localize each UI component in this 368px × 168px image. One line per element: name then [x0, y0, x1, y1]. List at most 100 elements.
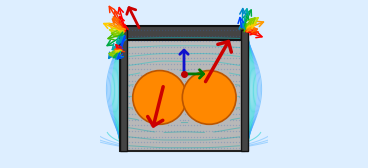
Point — [141, 29, 146, 32]
Point — [209, 62, 215, 65]
Point — [138, 46, 144, 48]
Point — [132, 34, 138, 37]
Point — [213, 51, 219, 54]
Point — [146, 62, 152, 65]
Point — [164, 57, 170, 60]
Point — [125, 102, 131, 104]
Point — [219, 51, 224, 54]
Point — [135, 57, 141, 60]
Point — [144, 46, 149, 48]
Point — [135, 141, 141, 144]
Point — [237, 29, 243, 32]
Point — [132, 46, 138, 48]
Point — [222, 135, 227, 138]
Point — [222, 124, 227, 127]
Point — [174, 40, 180, 43]
Point — [213, 57, 219, 60]
Point — [185, 29, 191, 32]
Point — [234, 57, 240, 60]
Point — [198, 135, 204, 138]
Point — [206, 46, 212, 48]
Point — [125, 34, 131, 37]
Point — [198, 141, 204, 144]
Point — [201, 51, 206, 54]
Point — [230, 34, 236, 37]
Point — [167, 146, 173, 149]
Point — [183, 130, 188, 132]
Point — [170, 68, 176, 71]
Point — [159, 51, 164, 54]
Point — [201, 141, 206, 144]
Point — [216, 57, 222, 60]
Point — [188, 141, 194, 144]
Point — [125, 107, 131, 110]
Point — [141, 51, 146, 54]
Point — [206, 34, 212, 37]
Point — [195, 124, 201, 127]
Point — [198, 62, 204, 65]
Point — [185, 40, 191, 43]
Point — [180, 130, 185, 132]
Point — [128, 130, 134, 132]
Point — [183, 29, 188, 32]
Point — [198, 57, 204, 60]
Point — [195, 29, 201, 32]
Point — [234, 68, 240, 71]
Point — [198, 130, 204, 132]
Point — [234, 34, 240, 37]
Point — [237, 141, 243, 144]
Point — [180, 57, 185, 60]
Point — [209, 40, 215, 43]
Point — [188, 68, 194, 71]
Point — [224, 57, 230, 60]
Point — [188, 57, 194, 60]
Point — [177, 46, 183, 48]
Point — [198, 34, 204, 37]
Point — [167, 141, 173, 144]
Point — [164, 68, 170, 71]
Point — [132, 68, 138, 71]
Point — [206, 130, 212, 132]
Point — [209, 34, 215, 37]
Point — [213, 46, 219, 48]
Point — [132, 57, 138, 60]
Point — [222, 68, 227, 71]
Bar — [120, 30, 127, 151]
Point — [170, 146, 176, 149]
Point — [183, 46, 188, 48]
Point — [177, 124, 183, 127]
Point — [125, 68, 131, 71]
Point — [185, 74, 191, 76]
Point — [204, 57, 209, 60]
Point — [159, 130, 164, 132]
Point — [125, 146, 131, 149]
Point — [234, 62, 240, 65]
Point — [135, 74, 141, 76]
Point — [198, 68, 204, 71]
Point — [224, 146, 230, 149]
Point — [141, 135, 146, 138]
Point — [213, 62, 219, 65]
Point — [162, 62, 167, 65]
Point — [204, 34, 209, 37]
Point — [180, 46, 185, 48]
Point — [167, 34, 173, 37]
Point — [219, 57, 224, 60]
Point — [222, 51, 227, 54]
Point — [230, 68, 236, 71]
Point — [185, 118, 191, 121]
Point — [177, 34, 183, 37]
Point — [204, 141, 209, 144]
Point — [141, 40, 146, 43]
Point — [209, 130, 215, 132]
Point — [183, 113, 188, 116]
Point — [198, 124, 204, 127]
Point — [128, 124, 134, 127]
Point — [224, 40, 230, 43]
Point — [156, 40, 162, 43]
Point — [153, 51, 159, 54]
Point — [149, 146, 155, 149]
Point — [183, 118, 188, 121]
Point — [141, 46, 146, 48]
Point — [222, 130, 227, 132]
